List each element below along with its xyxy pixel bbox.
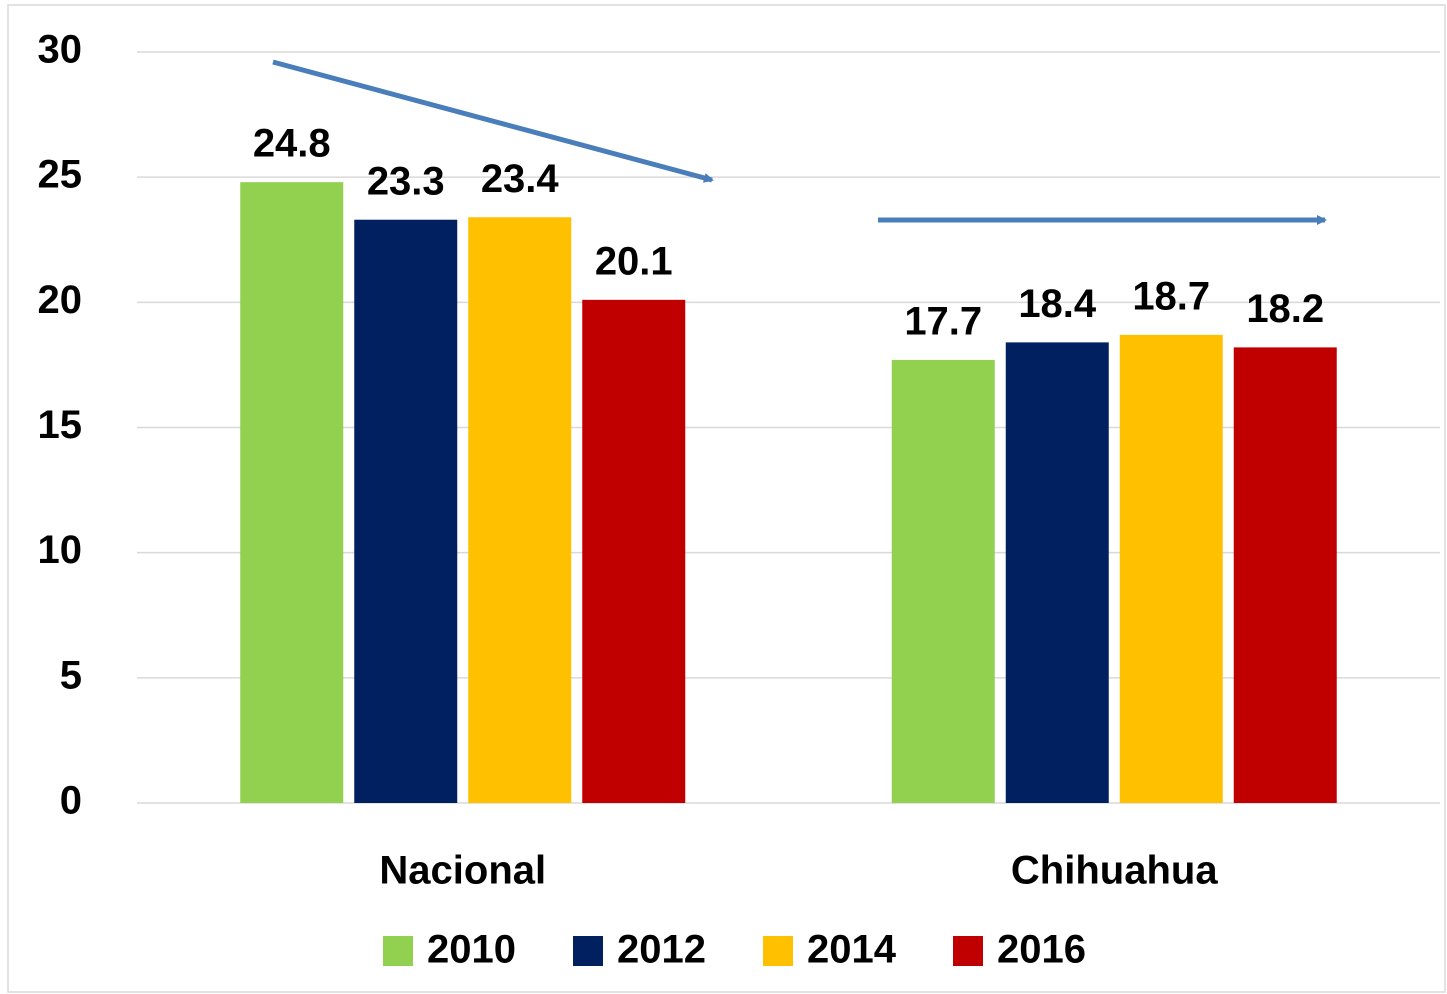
data-label: 24.8	[253, 122, 331, 166]
y-tick-label: 5	[60, 653, 82, 697]
data-label: 18.7	[1132, 274, 1210, 318]
data-label: 20.1	[595, 239, 673, 283]
legend-label: 2010	[427, 928, 516, 972]
x-tick-label: Chihuahua	[1011, 849, 1218, 893]
plot: 0 5 10 15 20 25 30 Nacional 24.8 23.3 23.4 20.1 Chih…	[38, 28, 1440, 972]
bar	[891, 359, 995, 803]
data-label: 18.4	[1018, 282, 1097, 326]
bar	[1005, 342, 1109, 803]
trend-arrow	[272, 59, 714, 183]
legend-label: 2014	[807, 928, 897, 972]
y-tick-label: 0	[60, 779, 82, 823]
legend-swatch	[383, 936, 413, 966]
data-label: 23.4	[481, 157, 560, 201]
data-label: 18.2	[1246, 287, 1324, 331]
bar	[582, 299, 686, 803]
y-tick-label: 15	[38, 403, 83, 447]
y-tick-label: 10	[38, 528, 83, 572]
bar	[1119, 334, 1223, 803]
bar	[240, 182, 344, 803]
chart-frame	[7, 4, 1446, 993]
legend-swatch	[573, 936, 603, 966]
bar	[1233, 347, 1337, 803]
legend-label: 2012	[617, 928, 706, 972]
legend-label: 2016	[997, 928, 1086, 972]
bar	[354, 219, 458, 803]
y-tick-label: 30	[38, 28, 83, 72]
legend-swatch	[953, 936, 983, 966]
data-label: 17.7	[904, 299, 982, 343]
y-tick-label: 25	[38, 153, 83, 197]
x-tick-label: Nacional	[379, 849, 546, 893]
y-tick-label: 20	[38, 278, 83, 322]
legend-swatch	[763, 936, 793, 966]
bar	[468, 217, 572, 804]
data-label: 23.3	[367, 159, 445, 203]
